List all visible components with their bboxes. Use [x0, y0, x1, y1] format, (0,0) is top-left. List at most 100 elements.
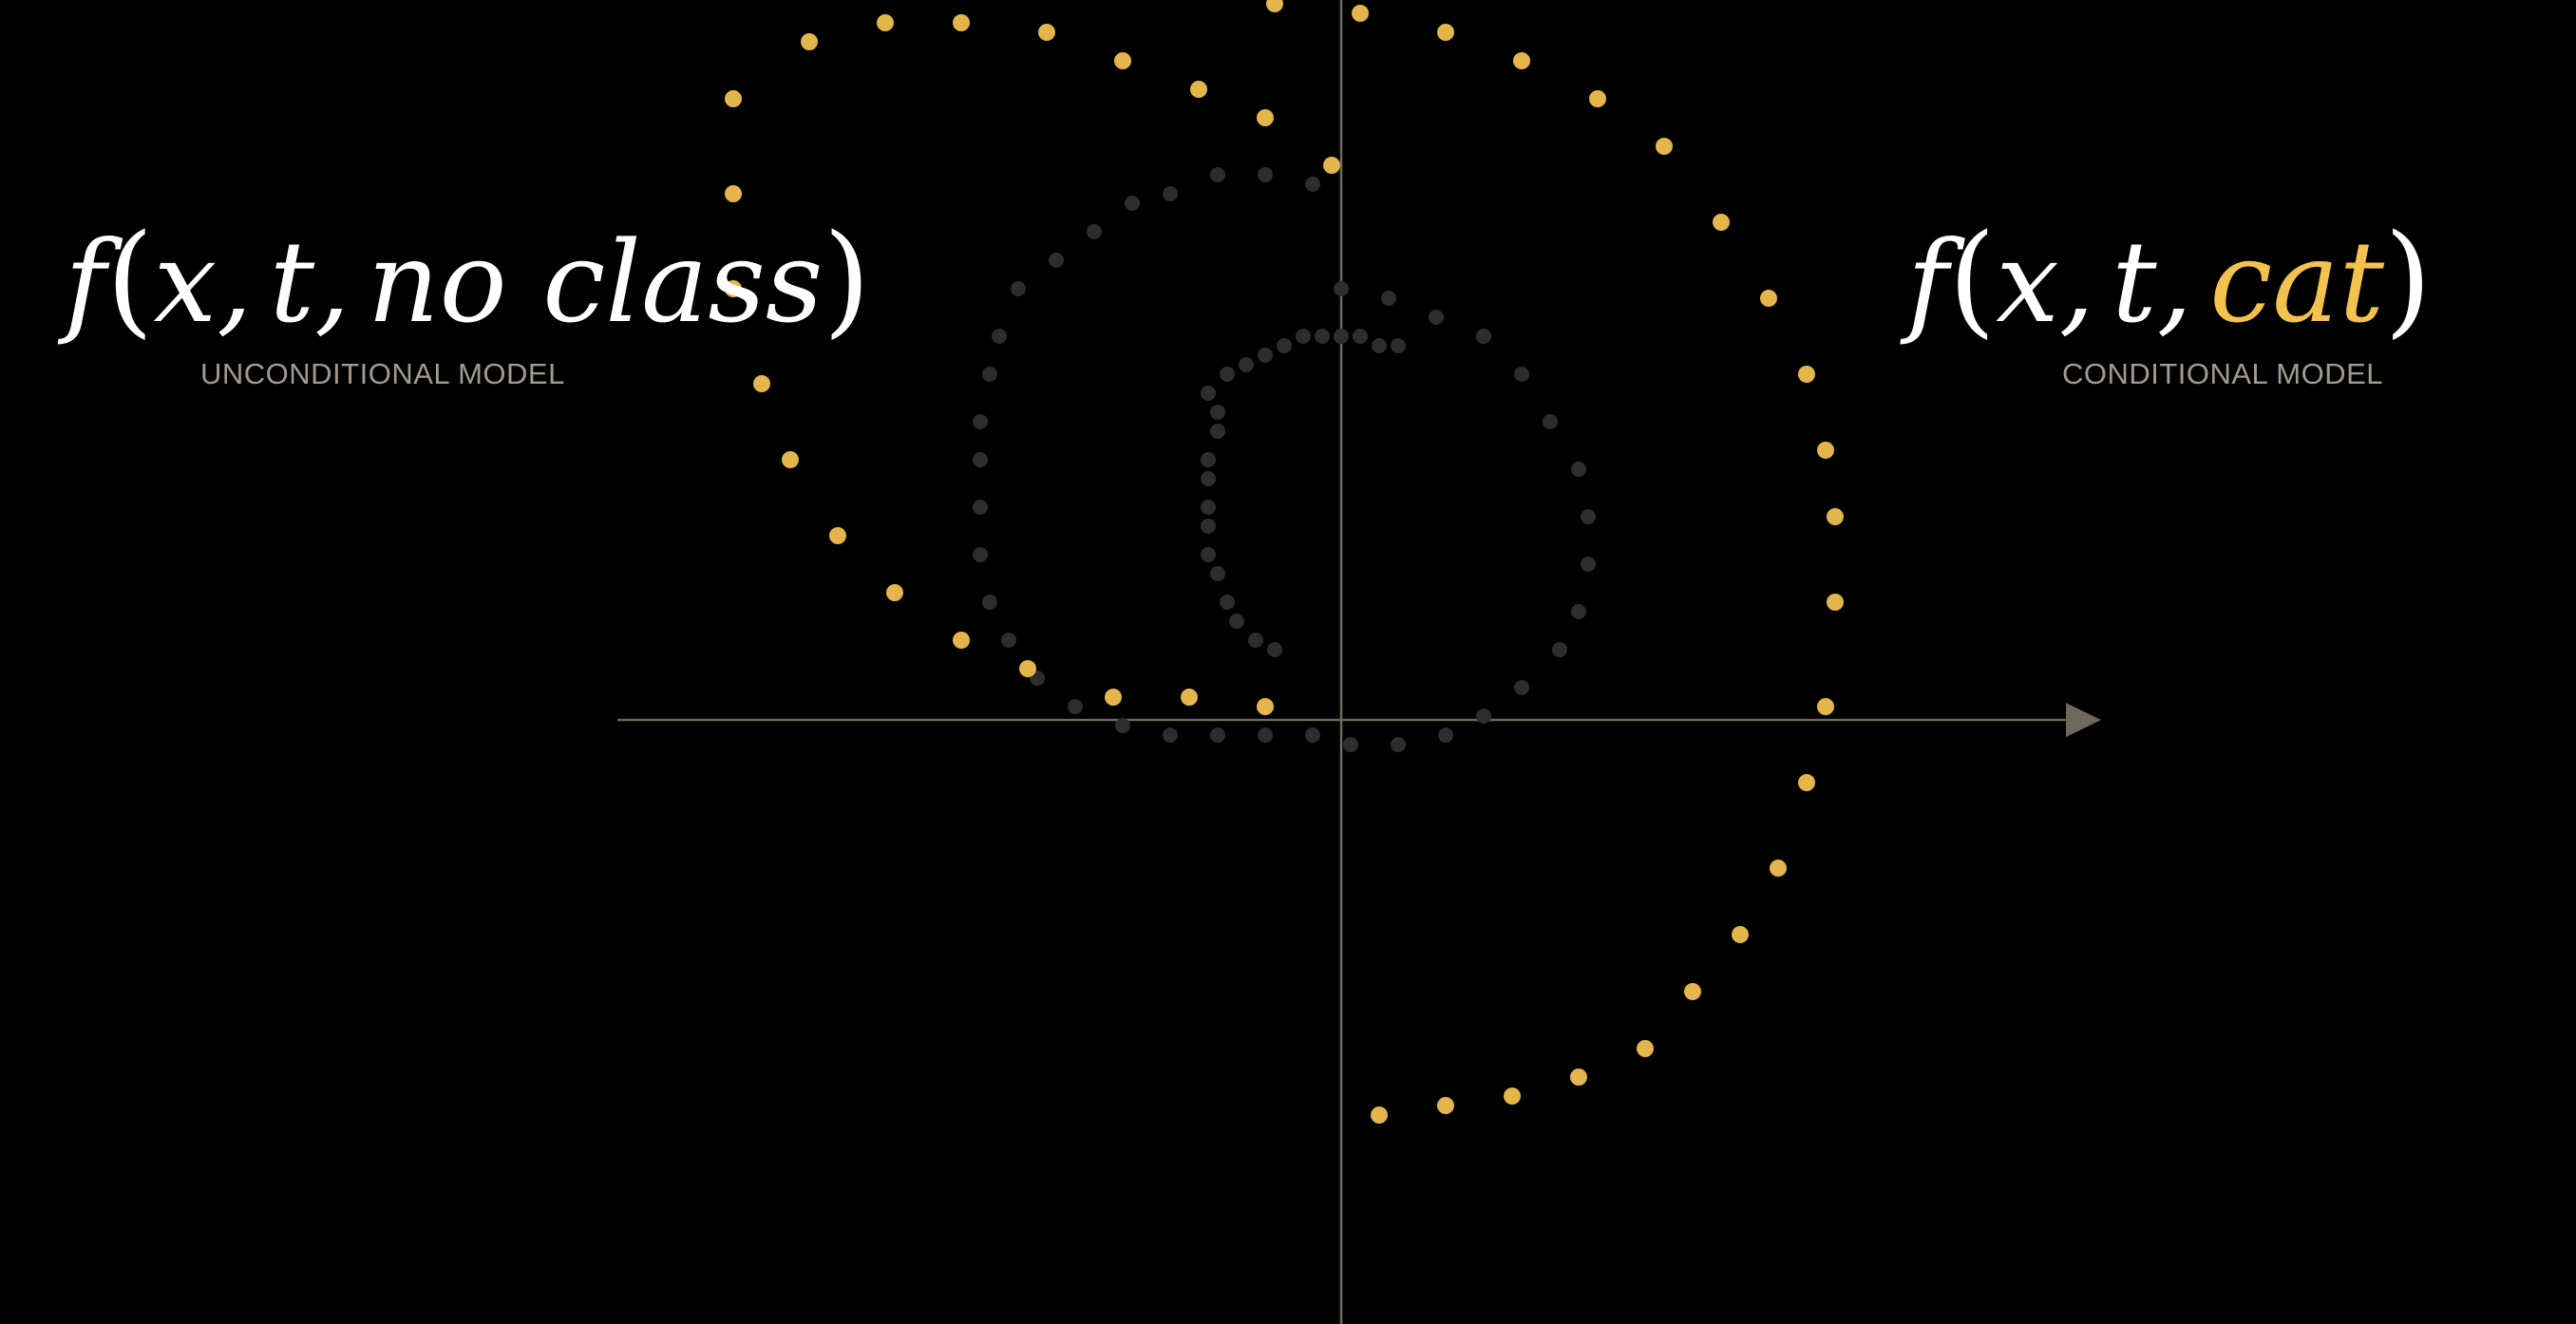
conditional-dot [1105, 689, 1122, 706]
conditional-dot [801, 33, 818, 50]
conditional-dot [1570, 1069, 1587, 1086]
unconditional-dot [973, 414, 988, 429]
unconditional-dot [1353, 329, 1368, 344]
formula-sep: , [217, 217, 253, 348]
unconditional-dot [1201, 471, 1216, 486]
conditional-dot [1257, 698, 1274, 715]
conditional-dot [1760, 290, 1777, 307]
unconditional-dot [1581, 509, 1596, 524]
unconditional-dot [982, 595, 997, 610]
conditional-dot [1019, 660, 1036, 677]
conditional-dot [1589, 90, 1606, 107]
unconditional-dot [1210, 167, 1225, 182]
conditional-dot [1827, 508, 1844, 525]
unconditional-dot [1201, 500, 1216, 515]
conditional-dot [1323, 157, 1340, 174]
conditional-model-caption: CONDITIONAL MODEL [2061, 357, 2383, 390]
formula-close-paren: ) [823, 209, 871, 350]
conditional-dot [1504, 1088, 1521, 1105]
unconditional-dot [1476, 329, 1491, 344]
unconditional-dot [982, 367, 997, 382]
unconditional-dot [1277, 338, 1292, 353]
unconditional-dot [1163, 728, 1178, 743]
axes [617, 0, 2101, 1324]
unconditional-dot [1125, 196, 1140, 211]
conditional-dot [1798, 774, 1815, 791]
conditional-dot [1817, 698, 1834, 715]
unconditional-dot [992, 329, 1007, 344]
formula-arg-x: x [153, 217, 218, 348]
formula-open-paren: ( [1948, 209, 1997, 350]
unconditional-dot [1201, 386, 1216, 401]
conditional-dot [1732, 926, 1749, 943]
unconditional-dot [1381, 291, 1396, 306]
unconditional-dot [1571, 462, 1586, 477]
unconditional-dot [1258, 167, 1273, 182]
unconditional-dot [1391, 737, 1406, 752]
formula-arg-t: t [269, 217, 315, 348]
conditional-dot [1352, 5, 1369, 22]
conditional-dot [1371, 1106, 1388, 1124]
formula-arg-t: t [2112, 217, 2157, 348]
unconditional-dot [1220, 595, 1235, 610]
unconditional-dot [1163, 186, 1178, 201]
conditional-dot [1437, 1097, 1454, 1114]
unconditional-dot [1239, 357, 1254, 372]
unconditional-dot [1210, 566, 1225, 581]
formula-arg-x: x [1996, 217, 2059, 348]
unconditional-dot [973, 547, 988, 562]
conditional-dot [877, 14, 894, 31]
unconditional-dot [1571, 604, 1586, 619]
conditional-dot [1817, 442, 1834, 459]
unconditional-model-caption: UNCONDITIONAL MODEL [200, 357, 565, 390]
unconditional-dot [1343, 737, 1358, 752]
conditional-dot [725, 185, 742, 202]
unconditional-dot [1552, 642, 1567, 657]
x-axis-arrowhead [2066, 703, 2101, 737]
unconditional-dot [1296, 329, 1311, 344]
unconditional-dot [1514, 367, 1529, 382]
unconditional-dot [1220, 367, 1235, 382]
unconditional-dot [1011, 281, 1026, 296]
conditional-dot [829, 527, 846, 544]
unconditional-dot [1258, 348, 1273, 363]
unconditional-dot [1210, 728, 1225, 743]
unconditional-dot [1258, 728, 1273, 743]
conditional-dot [1266, 0, 1283, 12]
conditional-dot [782, 451, 799, 468]
formula-close-paren: ) [2384, 209, 2432, 350]
formula-sep: , [314, 217, 350, 348]
conditional-dot [886, 584, 903, 601]
unconditional-dot [1201, 519, 1216, 534]
unconditional-dot [1429, 310, 1444, 325]
unconditional-dot [1305, 177, 1320, 192]
unconditional-dot [973, 500, 988, 515]
unconditional-dot [1210, 405, 1225, 420]
conditional-dot [1656, 138, 1673, 155]
unconditional-dot [1049, 253, 1064, 268]
unconditional-dot [1229, 614, 1244, 629]
conditional-dots [725, 0, 1844, 1124]
unconditional-dot [973, 452, 988, 467]
conditional-dot [1190, 81, 1207, 98]
unconditional-dot [1087, 224, 1102, 239]
conditional-dot [1827, 594, 1844, 611]
unconditional-dot [1201, 547, 1216, 562]
conditional-dot [1181, 689, 1198, 706]
conditional-dot [725, 280, 742, 297]
conditional-dot [1798, 366, 1815, 383]
conditional-dot [953, 14, 970, 31]
unconditional-dot [1068, 699, 1083, 714]
unconditional-dots [973, 167, 1596, 752]
conditional-dot [1684, 983, 1701, 1000]
unconditional-dot [1001, 633, 1016, 648]
unconditional-dot [1305, 728, 1320, 743]
unconditional-dot [1115, 718, 1130, 733]
unconditional-dot [1581, 557, 1596, 572]
unconditional-dot [1391, 338, 1406, 353]
conditional-formula: f ( x , t , cat ) [1907, 209, 2432, 351]
unconditional-dot [1210, 424, 1225, 439]
unconditional-dot [1248, 633, 1263, 648]
formula-sep: , [2156, 217, 2193, 348]
